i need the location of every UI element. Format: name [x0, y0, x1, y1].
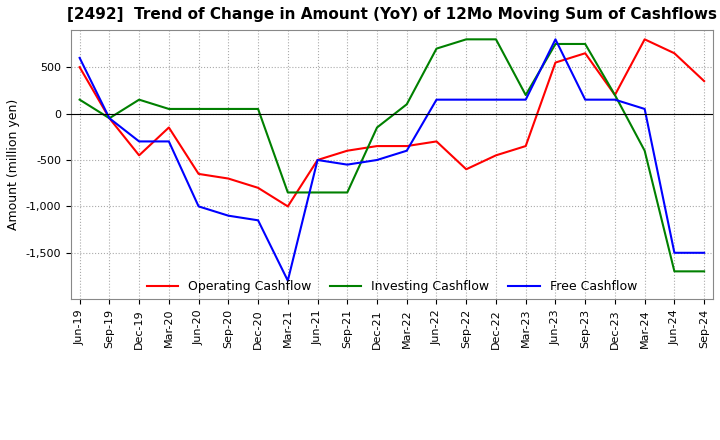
Free Cashflow [224, 213, 233, 218]
Free Cashflow [76, 55, 84, 61]
Investing Cashflow [284, 190, 292, 195]
Investing Cashflow [700, 269, 708, 274]
Investing Cashflow [670, 269, 679, 274]
Operating Cashflow [76, 65, 84, 70]
Free Cashflow [402, 148, 411, 154]
Investing Cashflow [165, 106, 174, 112]
Free Cashflow [343, 162, 351, 167]
Investing Cashflow [373, 125, 382, 130]
Operating Cashflow [521, 143, 530, 149]
Free Cashflow [373, 158, 382, 163]
Free Cashflow [492, 97, 500, 103]
Legend: Operating Cashflow, Investing Cashflow, Free Cashflow: Operating Cashflow, Investing Cashflow, … [142, 275, 642, 298]
Free Cashflow [194, 204, 203, 209]
Free Cashflow [284, 278, 292, 283]
Investing Cashflow [135, 97, 143, 103]
Investing Cashflow [581, 41, 590, 47]
Operating Cashflow [224, 176, 233, 181]
Operating Cashflow [194, 171, 203, 176]
Title: [2492]  Trend of Change in Amount (YoY) of 12Mo Moving Sum of Cashflows: [2492] Trend of Change in Amount (YoY) o… [67, 7, 717, 22]
Line: Operating Cashflow: Operating Cashflow [80, 39, 704, 206]
Investing Cashflow [194, 106, 203, 112]
Operating Cashflow [402, 143, 411, 149]
Operating Cashflow [284, 204, 292, 209]
Investing Cashflow [462, 37, 471, 42]
Free Cashflow [640, 106, 649, 112]
Operating Cashflow [551, 60, 559, 65]
Operating Cashflow [492, 153, 500, 158]
Free Cashflow [700, 250, 708, 256]
Free Cashflow [105, 116, 114, 121]
Investing Cashflow [224, 106, 233, 112]
Operating Cashflow [611, 92, 619, 98]
Free Cashflow [551, 37, 559, 42]
Free Cashflow [581, 97, 590, 103]
Operating Cashflow [165, 125, 174, 130]
Operating Cashflow [253, 185, 262, 191]
Free Cashflow [432, 97, 441, 103]
Investing Cashflow [551, 41, 559, 47]
Operating Cashflow [135, 153, 143, 158]
Investing Cashflow [253, 106, 262, 112]
Operating Cashflow [581, 51, 590, 56]
Line: Investing Cashflow: Investing Cashflow [80, 39, 704, 271]
Investing Cashflow [432, 46, 441, 51]
Free Cashflow [313, 158, 322, 163]
Free Cashflow [165, 139, 174, 144]
Investing Cashflow [402, 102, 411, 107]
Operating Cashflow [670, 51, 679, 56]
Operating Cashflow [462, 167, 471, 172]
Free Cashflow [135, 139, 143, 144]
Operating Cashflow [313, 158, 322, 163]
Investing Cashflow [76, 97, 84, 103]
Line: Free Cashflow: Free Cashflow [80, 39, 704, 281]
Free Cashflow [670, 250, 679, 256]
Investing Cashflow [313, 190, 322, 195]
Investing Cashflow [343, 190, 351, 195]
Operating Cashflow [700, 78, 708, 84]
Investing Cashflow [611, 92, 619, 98]
Investing Cashflow [105, 116, 114, 121]
Operating Cashflow [373, 143, 382, 149]
Operating Cashflow [640, 37, 649, 42]
Investing Cashflow [521, 92, 530, 98]
Investing Cashflow [492, 37, 500, 42]
Free Cashflow [611, 97, 619, 103]
Operating Cashflow [432, 139, 441, 144]
Investing Cashflow [640, 148, 649, 154]
Operating Cashflow [343, 148, 351, 154]
Y-axis label: Amount (million yen): Amount (million yen) [7, 99, 20, 230]
Free Cashflow [462, 97, 471, 103]
Free Cashflow [253, 218, 262, 223]
Operating Cashflow [105, 116, 114, 121]
Free Cashflow [521, 97, 530, 103]
